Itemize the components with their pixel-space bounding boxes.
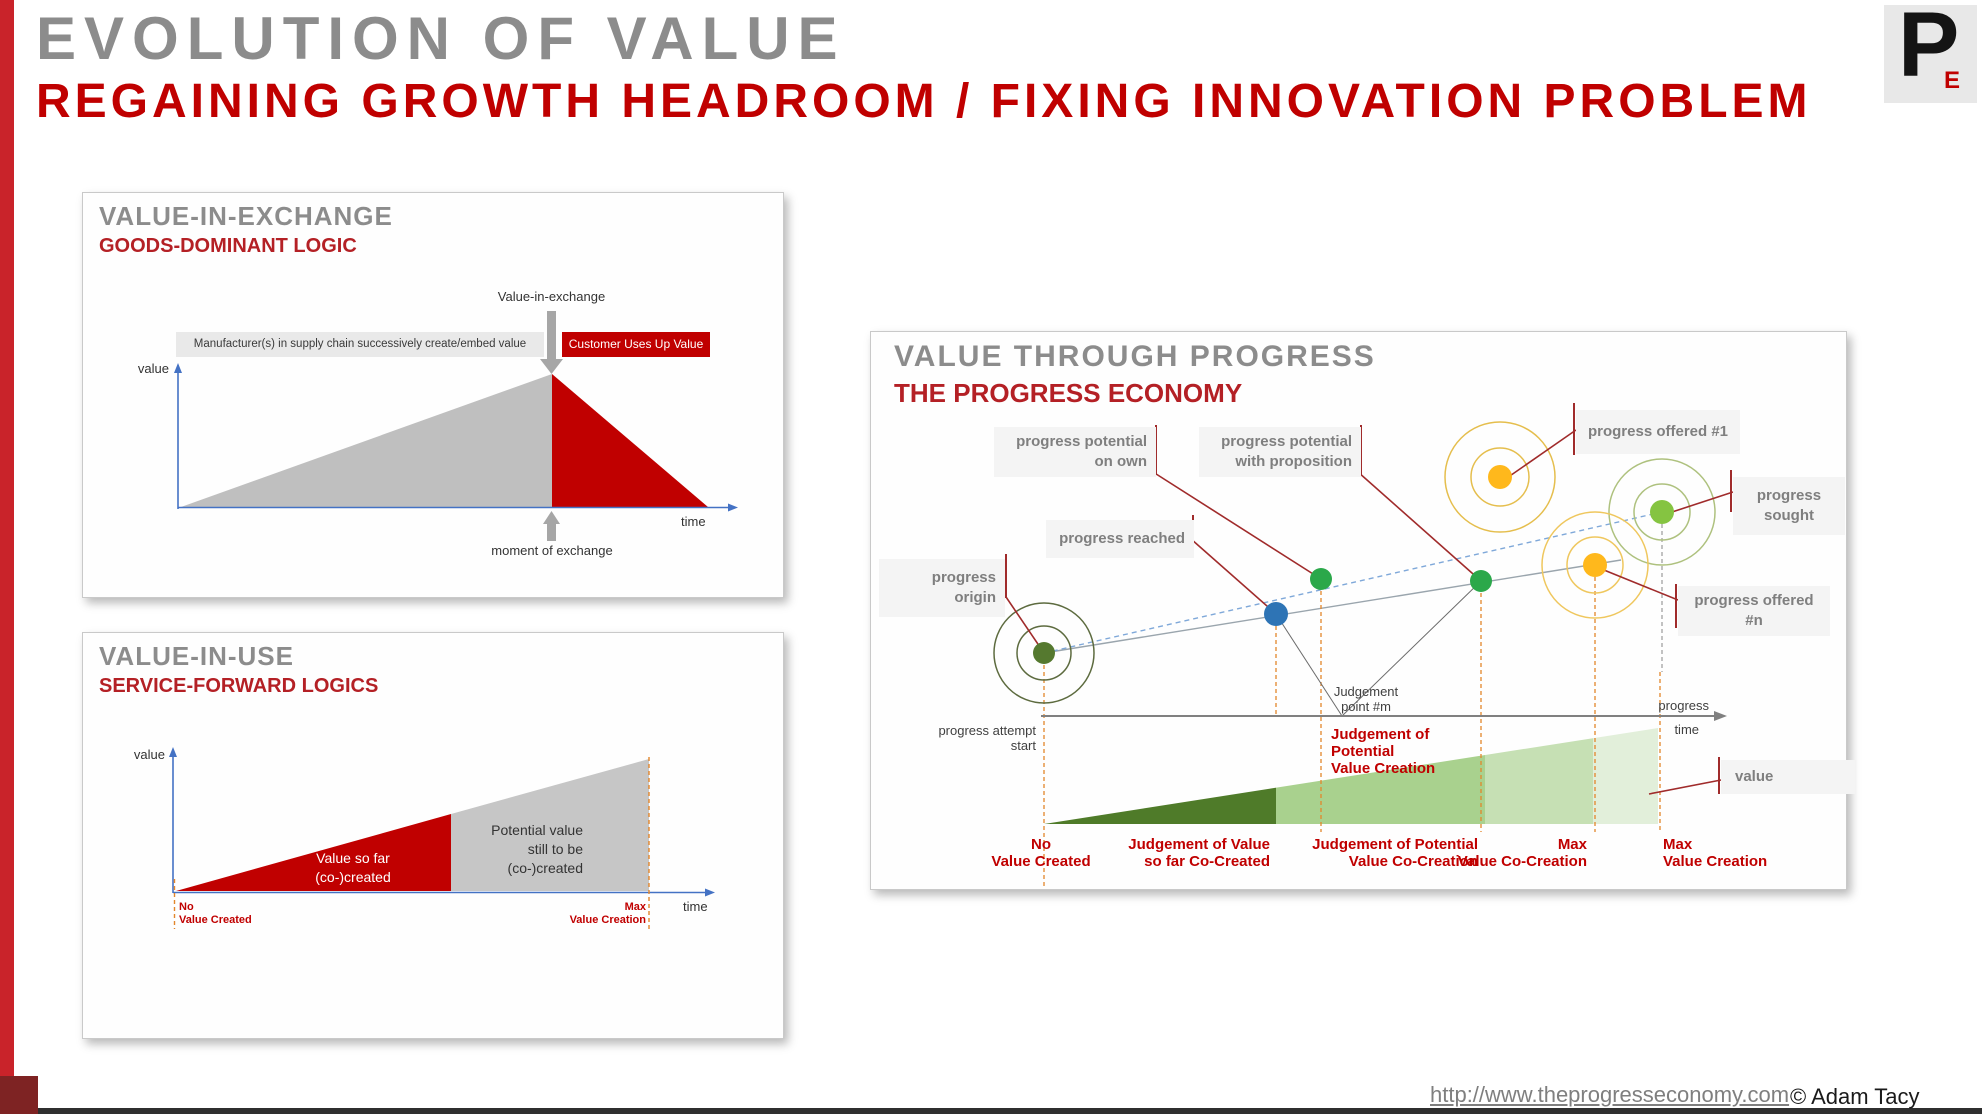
progress-sought-dot (1650, 500, 1674, 524)
panel2-value-axis-label: value (133, 747, 165, 762)
panel2-subtitle: SERVICE-FORWARD LOGICS (99, 675, 379, 697)
customer-box: Customer Uses Up Value (562, 332, 710, 357)
label-progress-origin: progress origin (879, 559, 1005, 617)
progress-offered-n-rings (1541, 511, 1649, 619)
label-progress-offered-1: progress offered #1 (1576, 410, 1740, 454)
progress-offered-1-rings (1444, 421, 1556, 533)
logo-letter-e: E (1944, 67, 1961, 94)
panel1-title: VALUE-IN-EXCHANGE (99, 201, 393, 231)
progress-reached-dot-1 (1310, 568, 1332, 590)
bottom-left-corner-block (0, 1076, 38, 1114)
slide-subtitle: REGAINING GROWTH HEADROOM / FIXING INNOV… (36, 75, 1812, 128)
manufacturer-value-triangle (181, 374, 552, 507)
progress-offered-n-dot (1583, 553, 1607, 577)
panel1-value-axis-label: value (137, 361, 169, 376)
exchange-down-arrow (547, 311, 556, 361)
max-value-creation-label: Max Value Creation (1663, 836, 1768, 870)
bottom-edge-strip (0, 1108, 1982, 1114)
progress-judged-dot (1264, 602, 1288, 626)
slide-title: EVOLUTION OF VALUE (36, 5, 846, 72)
panel3-subtitle: THE PROGRESS ECONOMY (894, 378, 1243, 408)
panel2-time-axis-label: time (683, 899, 708, 914)
left-accent-bar (0, 0, 14, 1114)
manufacturer-box: Manufacturer(s) in supply chain successi… (176, 332, 544, 357)
max-value-co-creation-label: Max Value Co-Creation (1457, 836, 1587, 870)
progress-economy-logo: P E (1884, 0, 1977, 103)
panel3-title: VALUE THROUGH PROGRESS (894, 340, 1376, 373)
max-value-creation-label: Max Value Creation (569, 901, 646, 926)
value-so-far-area (176, 814, 451, 891)
progress-axis-label: progress (1658, 698, 1709, 713)
panel2-title: VALUE-IN-USE (99, 641, 294, 671)
progress-origin-dot (1033, 642, 1055, 664)
value-in-exchange-chart-svg (174, 311, 738, 541)
potential-value-area (451, 759, 649, 891)
panel-value-in-exchange: VALUE-IN-EXCHANGE GOODS-DOMINANT LOGIC V… (82, 192, 784, 598)
value-so-far-label: Value so far (co-)created (315, 850, 391, 885)
progress-diagram-svg (993, 403, 1734, 886)
moment-of-exchange-label: moment of exchange (491, 543, 613, 558)
judgement-point-label: Judgement point #m (1333, 684, 1399, 714)
potential-value-label: Potential value still to be (co-)created (491, 822, 583, 876)
value-creation-wedge (1044, 728, 1658, 824)
label-value: value (1721, 760, 1855, 794)
time-axis-label: time (1674, 722, 1699, 737)
label-progress-sought: progress sought (1733, 477, 1845, 535)
progress-solid-line (1043, 559, 1622, 654)
label-progress-potential-on-own: progress potential on own (994, 427, 1156, 477)
customer-usage-triangle (552, 374, 708, 507)
copyright-credit: © Adam Tacy (1790, 1084, 1920, 1109)
value-in-use-chart-svg (169, 747, 715, 929)
logo-letter-p: P (1898, 0, 1960, 96)
progress-dashed-line (1043, 511, 1663, 654)
panel1-subtitle: GOODS-DOMINANT LOGIC (99, 235, 357, 257)
panel-value-through-progress: VALUE THROUGH PROGRESS THE PROGRESS ECON… (870, 331, 1855, 890)
label-progress-offered-n: progress offered #n (1678, 586, 1830, 636)
label-connectors (1003, 403, 1734, 795)
progress-origin-rings (993, 602, 1095, 704)
judgement-of-potential-label: Judgement of Potential Value Creation (1331, 726, 1436, 777)
moment-of-exchange-arrow (543, 511, 560, 524)
label-progress-reached: progress reached (1046, 520, 1194, 558)
website-link[interactable]: http://www.theprogresseconomy.com (1430, 1082, 1790, 1107)
no-value-created-label: No Value Created (991, 836, 1091, 870)
progress-sought-rings (1608, 458, 1716, 566)
no-value-created-label: No Value Created (179, 901, 252, 926)
judgement-value-so-far-label: Judgement of Value so far Co-Created (1128, 836, 1270, 870)
progress-reached-dot-2 (1470, 570, 1492, 592)
label-progress-potential-with-proposition: progress potential with proposition (1199, 427, 1361, 477)
panel1-time-axis-label: time (681, 514, 706, 529)
progress-offered-1-dot (1488, 465, 1512, 489)
progress-attempt-start-label: progress attempt start (938, 723, 1036, 753)
value-in-exchange-annotation: Value-in-exchange (497, 289, 606, 304)
judgement-potential-label: Judgement of Potential Value Co-Creation (1312, 836, 1478, 870)
panel-value-in-use: VALUE-IN-USE SERVICE-FORWARD LOGICS valu… (82, 632, 784, 1039)
